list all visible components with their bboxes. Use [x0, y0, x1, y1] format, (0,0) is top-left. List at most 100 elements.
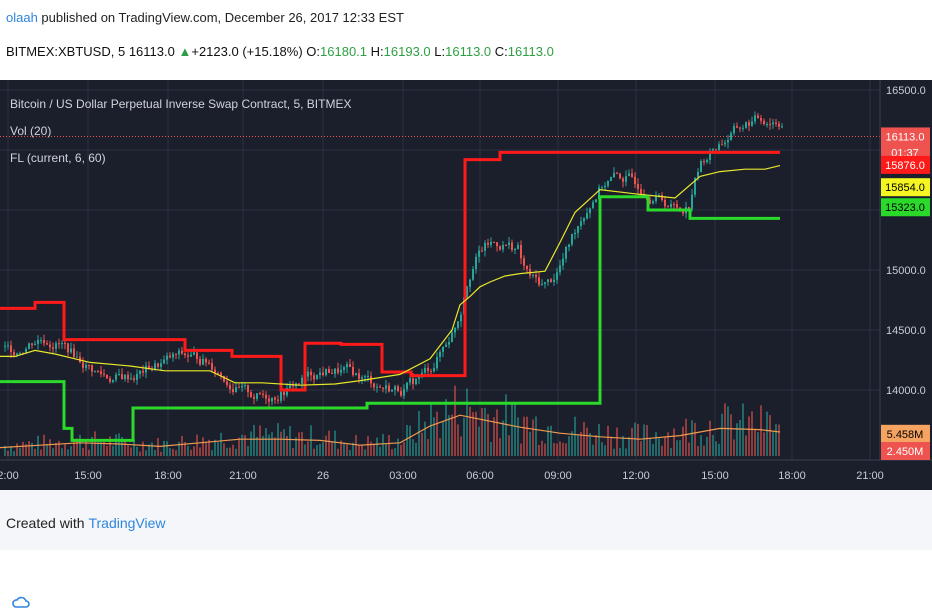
- candle-body: [220, 372, 222, 376]
- candle-body: [694, 177, 696, 195]
- candle-body: [310, 371, 312, 376]
- candle-body: [595, 199, 597, 203]
- x-tick-label: 26: [317, 470, 329, 482]
- candle-body: [649, 199, 651, 204]
- candle-body: [745, 122, 747, 128]
- candle-body: [706, 159, 708, 163]
- candle-body: [739, 127, 741, 129]
- high-value: 16193.0: [383, 44, 431, 59]
- series-line: [0, 195, 780, 442]
- volume-bar: [169, 448, 171, 456]
- time-scale[interactable]: [0, 460, 932, 490]
- volume-bar: [532, 419, 534, 456]
- candle-body: [232, 389, 234, 393]
- candle-body: [394, 386, 396, 390]
- volume-bar: [337, 448, 339, 456]
- candle-body: [49, 344, 51, 348]
- price-chart[interactable]: 16500.016000.015500.015000.014500.014000…: [0, 80, 932, 490]
- volume-bar: [241, 434, 243, 456]
- candle-body: [250, 392, 252, 397]
- volume-bar: [40, 449, 42, 456]
- candle-body: [106, 375, 108, 379]
- volume-bar: [682, 426, 684, 456]
- price-tag: [881, 424, 930, 443]
- candle-body: [364, 376, 366, 378]
- volume-bar: [280, 431, 282, 456]
- volume-bar: [10, 446, 12, 456]
- candle-body: [418, 377, 420, 379]
- volume-bar: [109, 436, 111, 456]
- candle-body: [136, 373, 138, 380]
- open-value: 16180.1: [320, 44, 368, 59]
- candle-body: [172, 353, 174, 358]
- volume-bar: [223, 443, 225, 456]
- volume-bar: [181, 435, 183, 456]
- candle-body: [7, 345, 9, 347]
- candle-body: [184, 353, 186, 356]
- volume-bar: [628, 436, 630, 456]
- price-tags: 16113.001:3715876.015854.015323.05.458M2…: [881, 127, 930, 460]
- candle-body: [178, 350, 180, 355]
- candle-body: [97, 370, 99, 372]
- volume-bar: [208, 439, 210, 456]
- volume-bar: [367, 436, 369, 456]
- candle-body: [277, 399, 279, 401]
- candle-body: [256, 393, 258, 399]
- volume-bar: [397, 438, 399, 456]
- volume-bar: [25, 444, 27, 456]
- volume-bar: [574, 416, 576, 456]
- candle-body: [535, 274, 537, 278]
- candle-body: [238, 387, 240, 389]
- volume-bar: [121, 436, 123, 456]
- volume-bar: [487, 414, 489, 456]
- volume-bar: [577, 435, 579, 456]
- volume-bar: [133, 439, 135, 456]
- candle-body: [736, 126, 738, 128]
- volume-bar: [436, 411, 438, 456]
- volume-bar: [307, 441, 309, 456]
- x-axis-ticks: 2:00 15:00 18:00 21:00 26 03:00 06:00 09:00 12:0…: [0, 470, 884, 482]
- volume-bar: [172, 448, 174, 456]
- volume-bar: [127, 445, 129, 456]
- candle-body: [196, 352, 198, 359]
- volume-bar: [214, 439, 216, 456]
- candle-body: [91, 365, 93, 372]
- candle-body: [697, 172, 699, 178]
- candle-body: [217, 372, 219, 374]
- candle-body: [631, 173, 633, 177]
- volume-bar: [19, 447, 21, 456]
- volume-bar: [163, 440, 165, 456]
- volume-bar: [721, 413, 723, 456]
- price-tag-label: 15854.0: [885, 182, 925, 194]
- candle-body: [214, 369, 216, 373]
- x-tick-label: 21:00: [856, 470, 884, 482]
- tradingview-link[interactable]: TradingView: [88, 515, 166, 531]
- candle-body: [94, 370, 96, 372]
- candle-body: [664, 199, 666, 207]
- candle-body: [712, 149, 714, 151]
- volume-bar: [202, 437, 204, 456]
- candle-body: [598, 187, 600, 200]
- candle-body: [505, 244, 507, 246]
- volume-bar: [733, 439, 735, 456]
- candle-body: [319, 372, 321, 375]
- candle-body: [289, 383, 291, 389]
- volume-bar: [370, 441, 372, 456]
- volume-bar: [409, 425, 411, 456]
- volume-bar: [289, 426, 291, 456]
- high-label: H:: [370, 44, 384, 59]
- candle-body: [85, 364, 87, 368]
- volume-bar: [46, 444, 48, 456]
- volume-bar: [490, 442, 492, 456]
- volume-bar: [268, 434, 270, 456]
- volume-bar: [220, 432, 222, 456]
- volume-bar: [598, 424, 600, 456]
- author-link[interactable]: olaah: [6, 10, 38, 25]
- candle-body: [433, 368, 435, 372]
- volume-bar: [739, 419, 741, 456]
- volume-bar: [751, 411, 753, 456]
- candle-body: [553, 279, 555, 282]
- volume-bar: [667, 432, 669, 456]
- candle-body: [607, 180, 609, 186]
- candle-body: [442, 346, 444, 352]
